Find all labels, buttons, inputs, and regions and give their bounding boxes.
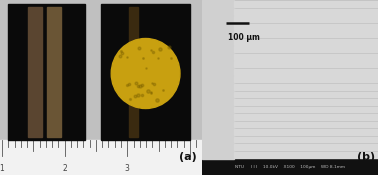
- Bar: [234, 99, 378, 105]
- Bar: [234, 31, 378, 37]
- Text: 2: 2: [62, 164, 67, 173]
- Bar: [234, 122, 378, 127]
- Bar: [234, 39, 378, 45]
- Text: 3: 3: [125, 164, 130, 173]
- Text: 1: 1: [0, 164, 5, 173]
- Bar: [129, 7, 138, 136]
- Text: (b): (b): [356, 152, 375, 163]
- Bar: [234, 152, 378, 158]
- Bar: [202, 0, 234, 159]
- Bar: [234, 137, 378, 142]
- Bar: [234, 1, 378, 7]
- Bar: [202, 159, 378, 175]
- Bar: [234, 16, 378, 22]
- Bar: [0, 140, 202, 175]
- Bar: [234, 76, 378, 82]
- Bar: [234, 24, 378, 30]
- Bar: [234, 69, 378, 75]
- Bar: [234, 61, 378, 67]
- Bar: [101, 4, 190, 140]
- Text: 100 μm: 100 μm: [228, 33, 260, 42]
- Bar: [234, 114, 378, 120]
- Bar: [234, 54, 378, 60]
- Bar: [234, 144, 378, 150]
- Bar: [46, 7, 61, 136]
- Bar: [234, 9, 378, 15]
- Bar: [234, 107, 378, 112]
- Bar: [234, 84, 378, 90]
- Bar: [8, 4, 85, 140]
- Ellipse shape: [111, 38, 180, 108]
- Bar: [234, 129, 378, 135]
- Bar: [234, 92, 378, 97]
- Bar: [28, 7, 42, 136]
- Text: (a): (a): [179, 152, 197, 163]
- Text: NTU     I I I    10.0kV    X100    100μm    WD 8.1mm: NTU I I I 10.0kV X100 100μm WD 8.1mm: [235, 165, 345, 169]
- Bar: [234, 46, 378, 52]
